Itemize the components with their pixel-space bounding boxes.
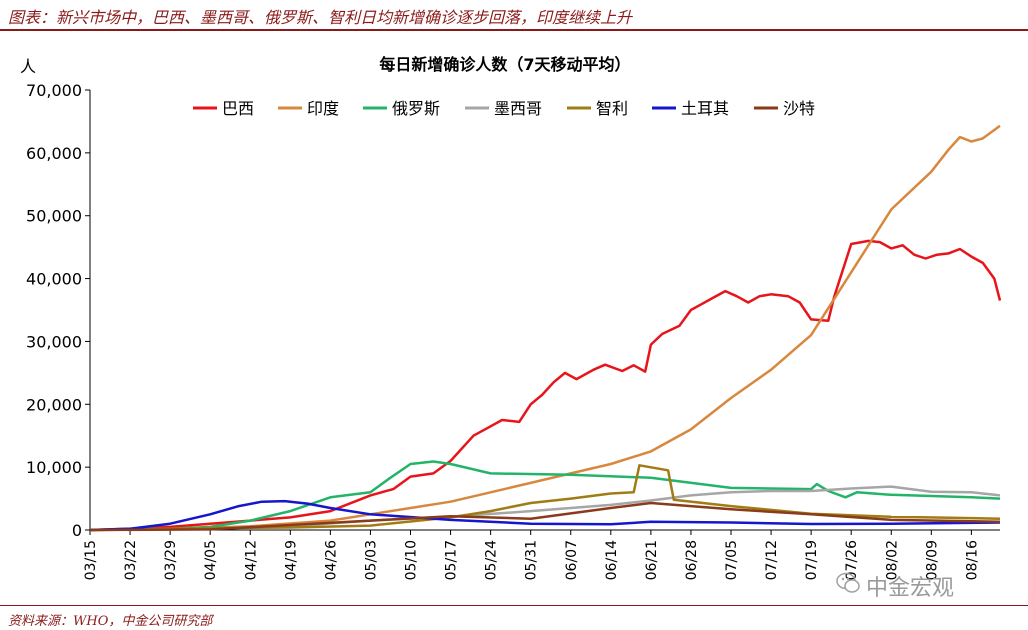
y-tick-label: 70,000 <box>26 81 82 100</box>
legend-label: 巴西 <box>222 99 254 118</box>
x-tick-label: 08/16 <box>964 540 980 580</box>
y-tick-label: 40,000 <box>26 270 82 289</box>
x-tick-label: 04/19 <box>283 540 299 580</box>
x-tick-label: 08/02 <box>884 540 900 580</box>
source-note: 资料来源：WHO，中金公司研究部 <box>8 614 213 629</box>
wechat-icon <box>836 572 860 593</box>
y-tick-label: 0 <box>72 521 82 540</box>
x-tick-label: 05/03 <box>363 540 379 580</box>
figure-title: 图表：新兴市场中，巴西、墨西哥、俄罗斯、智利日均新增确诊逐步回落，印度继续上升 <box>8 8 633 27</box>
legend-label: 俄罗斯 <box>392 99 440 118</box>
x-tick-label: 06/28 <box>684 540 700 580</box>
series-layer <box>89 124 1002 532</box>
x-tick-label: 04/05 <box>203 540 219 580</box>
legend-label: 墨西哥 <box>494 99 542 118</box>
x-tick-label: 04/26 <box>323 540 339 580</box>
x-tick-label: 06/14 <box>604 540 620 580</box>
y-tick-label: 20,000 <box>26 395 82 414</box>
axes: 0 10,000 20,000 30,000 40,000 50,000 60,000 70,… <box>26 81 1000 580</box>
legend-label: 土耳其 <box>681 99 729 118</box>
series-line <box>89 239 1002 532</box>
series-line <box>89 501 1001 532</box>
legend-label: 智利 <box>596 99 628 118</box>
legend-label: 印度 <box>307 99 339 118</box>
y-tick-label: 30,000 <box>26 332 82 351</box>
series-line <box>89 124 1001 532</box>
x-tick-label: 03/15 <box>83 540 99 580</box>
x-tick-label: 07/19 <box>804 540 820 580</box>
x-tick-label: 04/12 <box>243 540 259 580</box>
x-tick-label: 06/07 <box>564 540 580 580</box>
x-tick-label: 07/26 <box>844 540 860 580</box>
series-line <box>89 460 1001 532</box>
x-tick-label: 05/10 <box>404 540 420 580</box>
bottom-divider <box>0 605 1028 606</box>
legend-label: 沙特 <box>783 99 815 118</box>
x-tick-label: 03/22 <box>123 540 139 580</box>
y-axis-unit-label: 人 <box>20 57 36 76</box>
y-tick-label: 10,000 <box>26 458 82 477</box>
x-tick-label: 07/12 <box>764 540 780 580</box>
x-tick-label: 05/31 <box>524 540 540 580</box>
x-tick-label: 05/17 <box>444 540 460 580</box>
watermark-text: 中金宏观 <box>866 576 955 601</box>
chart-title: 每日新增确诊人数（7天移动平均） <box>379 55 630 74</box>
x-tick-label: 06/21 <box>644 540 660 580</box>
x-tick-label: 05/24 <box>484 540 500 580</box>
top-divider <box>0 29 1028 31</box>
x-tick-label: 03/29 <box>163 540 179 580</box>
y-tick-label: 60,000 <box>26 144 82 163</box>
series-line <box>89 499 1001 532</box>
x-tick-label: 07/05 <box>724 540 740 580</box>
x-tick-label: 08/09 <box>924 540 940 580</box>
legend: 巴西 印度 俄罗斯 墨西哥 智利 土耳其 沙特 <box>193 99 815 118</box>
y-tick-label: 50,000 <box>26 207 82 226</box>
